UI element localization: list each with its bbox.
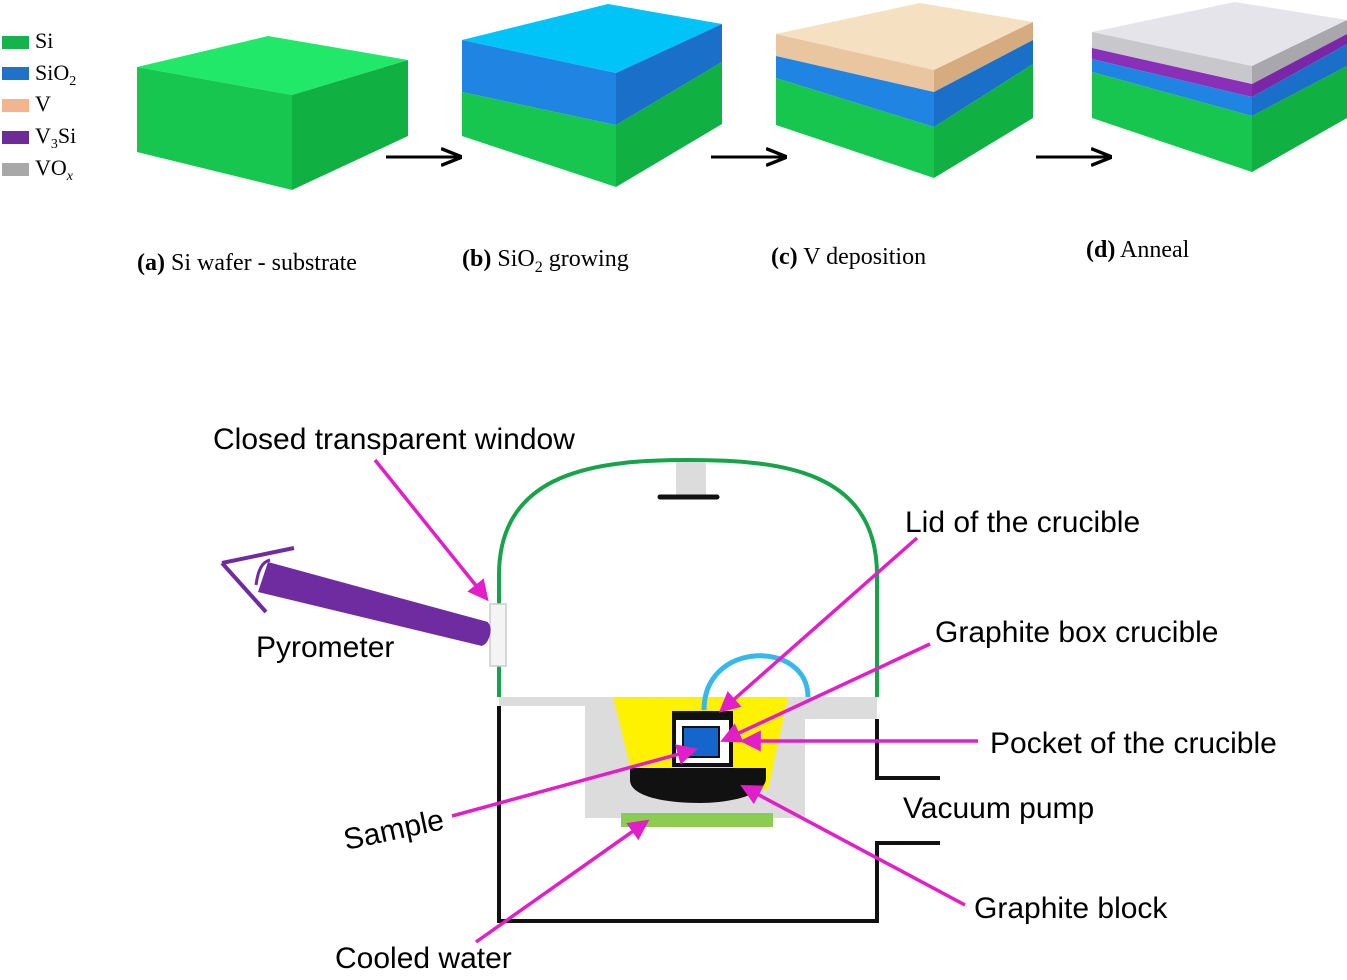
label-pump: Vacuum pump	[903, 792, 1094, 825]
wafer-d	[1092, 2, 1347, 172]
label-sample: Sample	[341, 803, 447, 856]
wafer-d-sio2-front	[1092, 59, 1252, 116]
wafer-c-v-side	[934, 22, 1033, 92]
wafer-d-vox-front	[1092, 32, 1252, 84]
wafer-b-sio2-front	[462, 40, 616, 125]
legend-item-si: Si	[2, 28, 53, 53]
arrow-block	[740, 785, 966, 907]
wafer-a-si-top	[137, 36, 408, 95]
pointer-arrows	[373, 458, 978, 944]
legend-swatch-sio2	[2, 67, 29, 80]
wafer-c	[776, 3, 1033, 178]
wafer-d-vox-side	[1252, 20, 1347, 84]
legend-label-vox: VOx	[35, 155, 74, 184]
wafer-a-si-side	[292, 60, 408, 190]
wafer-c-si-front	[776, 78, 934, 178]
wafer-d-sio2-side	[1252, 44, 1347, 116]
wafer-d-vox-top	[1092, 2, 1347, 66]
label-window: Closed transparent window	[213, 423, 575, 456]
legend-item-sio2: SiO2	[2, 60, 76, 89]
wafer-c-v-front	[776, 34, 934, 92]
pyrometer	[220, 546, 491, 646]
label-pyrometer: Pyrometer	[256, 631, 394, 664]
wafer-a	[137, 36, 408, 190]
heating-arc	[701, 653, 811, 711]
wafer-b-si-side	[616, 62, 722, 187]
legend-swatch-v3si	[2, 131, 29, 144]
wafer-b-sio2-side	[616, 24, 722, 125]
caption-b: (b) SiO2 growing	[462, 246, 629, 276]
top-port	[676, 462, 706, 495]
graphite-block	[630, 768, 766, 803]
legend-item-v3si: V3Si	[2, 123, 76, 152]
chamber-dome	[497, 457, 879, 697]
caption-d: (d) Anneal	[1086, 237, 1190, 263]
wafer-c-v-top	[776, 3, 1033, 70]
label-block: Graphite block	[974, 892, 1168, 925]
legend: Si SiO2 V V3Si VOx	[2, 28, 76, 184]
legend-item-v: V	[2, 91, 51, 116]
legend-label-si: Si	[35, 28, 53, 53]
legend-label-v3si: V3Si	[35, 123, 76, 152]
legend-label-v: V	[35, 91, 51, 116]
wafer-d-si-side	[1252, 66, 1347, 172]
wafer-b-si-front	[462, 92, 616, 187]
wafer-c-si-side	[934, 64, 1033, 178]
label-box: Graphite box crucible	[935, 616, 1218, 649]
arrow-box	[720, 642, 931, 743]
wafer-c-sio2-side	[934, 40, 1033, 127]
arrow-cooled	[474, 819, 650, 944]
legend-swatch-si	[2, 36, 29, 49]
flange-right	[805, 697, 877, 719]
wafer-b	[462, 4, 722, 187]
label-pocket: Pocket of the crucible	[990, 727, 1277, 760]
wafer-d-si-front	[1092, 72, 1252, 172]
label-lid: Lid of the crucible	[905, 506, 1140, 539]
caption-c: (c) V deposition	[771, 244, 926, 270]
arrow-sample	[451, 744, 699, 818]
wafer-b-sio2-top	[462, 4, 722, 73]
arrow-window	[373, 458, 489, 602]
arrow-lid	[718, 536, 919, 713]
wafer-d-v3si-side	[1252, 34, 1347, 97]
cooled-water-plate	[621, 813, 773, 827]
wafer-a-si-front	[137, 67, 292, 190]
pump-port-upper	[875, 719, 940, 780]
legend-swatch-vox	[2, 163, 29, 176]
wafer-c-sio2-front	[776, 56, 934, 127]
legend-item-vox: VOx	[2, 155, 74, 184]
flange-left	[499, 697, 585, 706]
legend-label-sio2: SiO2	[35, 60, 76, 89]
wafer-d-v3si-front	[1092, 48, 1252, 97]
caption-a: (a) Si wafer - substrate	[137, 250, 357, 276]
crucible-lid	[674, 713, 731, 720]
label-cooled: Cooled water	[335, 942, 512, 975]
legend-swatch-v	[2, 99, 29, 112]
chamber-lower-wall	[497, 706, 940, 923]
transparent-window	[489, 603, 507, 667]
chamber: Closed transparent window Lid of the cru…	[213, 423, 1277, 975]
